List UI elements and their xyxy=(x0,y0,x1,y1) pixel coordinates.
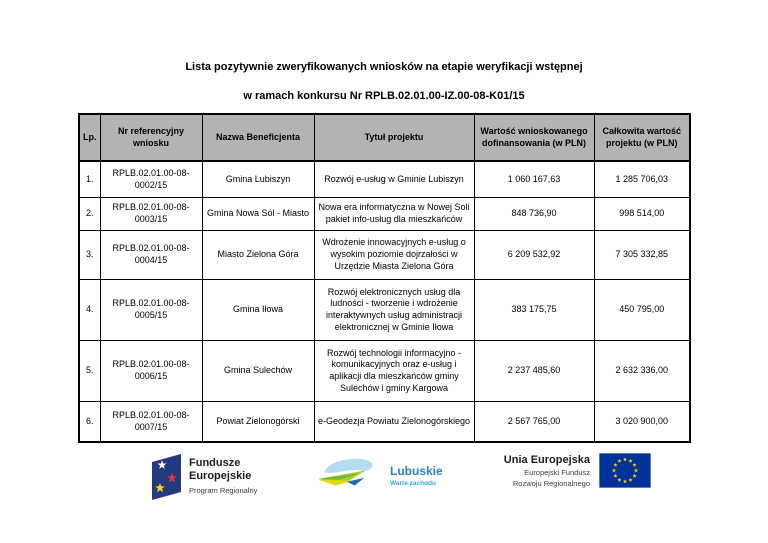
column-header-beneficiary: Nazwa Beneficjenta xyxy=(201,113,315,162)
cell-beneficiary: Gmina Lubiszyn xyxy=(201,160,315,198)
lubuskie-region-logo-icon xyxy=(318,458,373,486)
lubuskie-tagline: Warte zachodu xyxy=(390,479,436,487)
cell-beneficiary: Miasto Zielona Góra xyxy=(201,230,315,280)
cell-beneficiary: Powiat Zielonogórski xyxy=(201,401,315,443)
cell-lp: 2. xyxy=(78,197,101,231)
column-header-funding: Wartość wnioskowanego dofinansowania (w … xyxy=(473,113,595,162)
table-row: 1. RPLB.02.01.00-08-0002/15 Gmina Lubisz… xyxy=(78,160,691,198)
cell-ref: RPLB.02.01.00-08-0002/15 xyxy=(99,160,203,198)
cell-total: 7 305 332,85 xyxy=(593,230,691,280)
cell-title: Wdrożenie innowacyjnych e-usług o wysoki… xyxy=(313,230,475,280)
cell-title: Rozwój elektronicznych usług dla ludnośc… xyxy=(313,279,475,341)
cell-ref: RPLB.02.01.00-08-0004/15 xyxy=(99,230,203,280)
fundusze-label-line1: Fundusze xyxy=(189,457,241,469)
unia-subtitle-line1: Europejski Fundusz xyxy=(524,468,590,478)
table-row: 5. RPLB.02.01.00-08-0006/15 Gmina Sulech… xyxy=(78,340,691,402)
cell-total: 2 632 336,00 xyxy=(593,340,691,402)
table-row: 3. RPLB.02.01.00-08-0004/15 Miasto Zielo… xyxy=(78,230,691,280)
cell-total: 450 795,00 xyxy=(593,279,691,341)
unia-label: Unia Europejska xyxy=(503,454,590,466)
cell-funding: 2 237 485,60 xyxy=(473,340,595,402)
unia-subtitle-line2: Rozwoju Regionalnego xyxy=(512,478,590,488)
footer-logos: Fundusze Europejskie Program Regionalny … xyxy=(0,448,768,508)
cell-beneficiary: Gmina Nowa Sól - Miasto xyxy=(201,197,315,231)
cell-total: 998 514,00 xyxy=(593,197,691,231)
document-title-line1: Lista pozytywnie zweryfikowanych wnioskó… xyxy=(185,61,583,73)
cell-lp: 3. xyxy=(78,230,101,280)
column-header-lp: Lp. xyxy=(78,113,101,162)
table-row: 4. RPLB.02.01.00-08-0005/15 Gmina Iłowa … xyxy=(78,279,691,341)
cell-lp: 5. xyxy=(78,340,101,402)
cell-title: e-Geodezja Powiatu Zielonogórskiego xyxy=(313,401,475,443)
fundusze-europejskie-logo: Fundusze Europejskie Program Regionalny xyxy=(150,452,257,500)
cell-beneficiary: Gmina Sulechów xyxy=(201,340,315,402)
cell-ref: RPLB.02.01.00-08-0006/15 xyxy=(99,340,203,402)
column-header-total: Całkowita wartość projektu (w PLN) xyxy=(593,113,691,162)
lubuskie-logo: Lubuskie Warte zachodu xyxy=(314,456,443,496)
fundusze-label-line2: Europejskie xyxy=(189,469,252,482)
table-header-row: Lp. Nr referencyjny wniosku Nazwa Benefi… xyxy=(78,113,691,162)
cell-beneficiary: Gmina Iłowa xyxy=(201,279,315,341)
fundusze-europejskie-flag-icon xyxy=(152,454,181,500)
cell-funding: 6 209 532,92 xyxy=(473,230,595,280)
applications-table: Lp. Nr referencyjny wniosku Nazwa Benefi… xyxy=(78,113,691,443)
cell-lp: 6. xyxy=(78,401,101,443)
cell-funding: 2 567 765,00 xyxy=(473,401,595,443)
cell-title: Nowa era informatyczna w Nowej Soli paki… xyxy=(313,197,475,231)
cell-funding: 1 060 167,63 xyxy=(473,160,595,198)
cell-lp: 1. xyxy=(78,160,101,198)
lubuskie-name: Lubuskie xyxy=(390,464,443,479)
fundusze-subtitle: Program Regionalny xyxy=(189,485,258,495)
unia-europejska-logo: Unia Europejska Europejski Fundusz Rozwo… xyxy=(478,452,652,493)
column-header-ref: Nr referencyjny wniosku xyxy=(99,113,203,162)
cell-total: 3 020 900,00 xyxy=(593,401,691,443)
cell-funding: 383 175,75 xyxy=(473,279,595,341)
cell-ref: RPLB.02.01.00-08-0005/15 xyxy=(99,279,203,341)
cell-ref: RPLB.02.01.00-08-0003/15 xyxy=(99,197,203,231)
cell-title: Rozwój technologii informacyjno - komuni… xyxy=(313,340,475,402)
column-header-title: Tytuł projektu xyxy=(313,113,475,162)
cell-total: 1 285 706,03 xyxy=(593,160,691,198)
cell-lp: 4. xyxy=(78,279,101,341)
cell-ref: RPLB.02.01.00-08-0007/15 xyxy=(99,401,203,443)
cell-title: Rozwój e-usług w Gminie Lubiszyn xyxy=(313,160,475,198)
document-title-line2: w ramach konkursu Nr RPLB.02.01.00-IZ.00… xyxy=(243,90,525,102)
cell-funding: 848 736,90 xyxy=(473,197,595,231)
eu-flag-icon xyxy=(598,452,652,489)
table-row: 2. RPLB.02.01.00-08-0003/15 Gmina Nowa S… xyxy=(78,197,691,231)
table-row: 6. RPLB.02.01.00-08-0007/15 Powiat Zielo… xyxy=(78,401,691,443)
